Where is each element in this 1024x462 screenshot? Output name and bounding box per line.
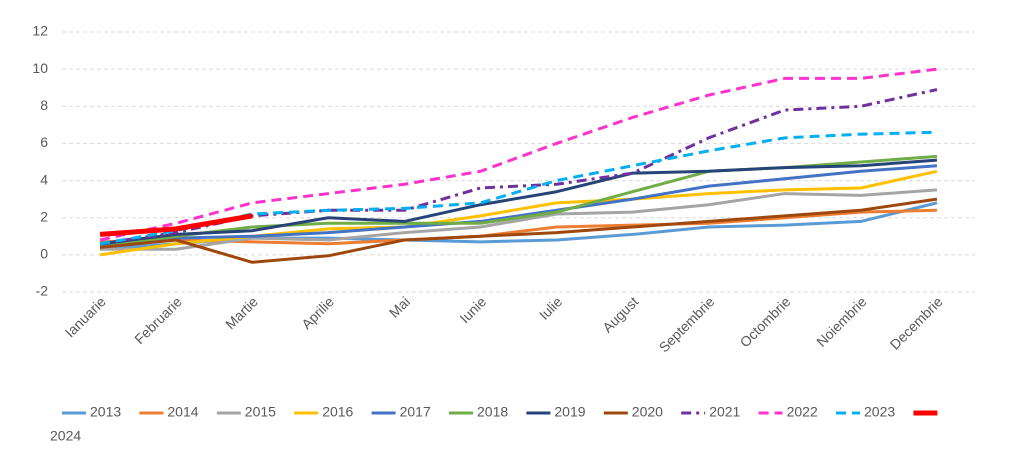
legend-label: 2024 — [50, 428, 81, 444]
x-tick-label: Martie — [222, 293, 261, 332]
legend-label: 2014 — [167, 404, 198, 420]
series-line — [99, 164, 938, 248]
legend-label: 2017 — [400, 404, 431, 420]
x-tick-label: August — [599, 293, 641, 335]
legend-label: 2022 — [787, 404, 818, 420]
y-tick-label: 0 — [40, 246, 48, 262]
legend-label: 2021 — [709, 404, 740, 420]
x-tick-label: Noiembrie — [813, 293, 870, 350]
series-line — [100, 208, 937, 246]
legend-label: 2018 — [477, 404, 508, 420]
series-line — [99, 130, 937, 246]
legend-label: 2019 — [554, 404, 585, 420]
legend-label: 2013 — [90, 404, 121, 420]
x-tick-label: Decembrie — [887, 293, 946, 352]
x-tick-label: Octombrie — [737, 293, 794, 350]
x-tick-label: Septembrie — [656, 293, 718, 355]
y-tick-label: 4 — [40, 171, 48, 187]
x-tick-label: Iunie — [456, 293, 489, 326]
x-tick-label: Mai — [386, 293, 413, 320]
series-line — [99, 158, 938, 246]
series-line — [100, 188, 938, 251]
series-line — [99, 213, 253, 237]
legend-label: 2020 — [632, 404, 663, 420]
y-tick-label: 6 — [40, 134, 48, 150]
y-tick-label: -2 — [36, 283, 49, 299]
legend-label: 2015 — [245, 404, 276, 420]
y-tick-label: 8 — [40, 97, 48, 113]
y-tick-label: 12 — [32, 23, 48, 39]
legend-label: 2023 — [864, 404, 895, 420]
x-tick-label: Februarie — [131, 293, 185, 347]
series-line — [99, 197, 938, 264]
x-tick-label: Aprilie — [298, 293, 337, 332]
x-tick-label: Ianuarie — [62, 293, 109, 340]
y-tick-label: 10 — [32, 60, 48, 76]
x-tick-label: Iulie — [536, 293, 566, 323]
y-tick-label: 2 — [40, 208, 48, 224]
legend-label: 2016 — [322, 404, 353, 420]
